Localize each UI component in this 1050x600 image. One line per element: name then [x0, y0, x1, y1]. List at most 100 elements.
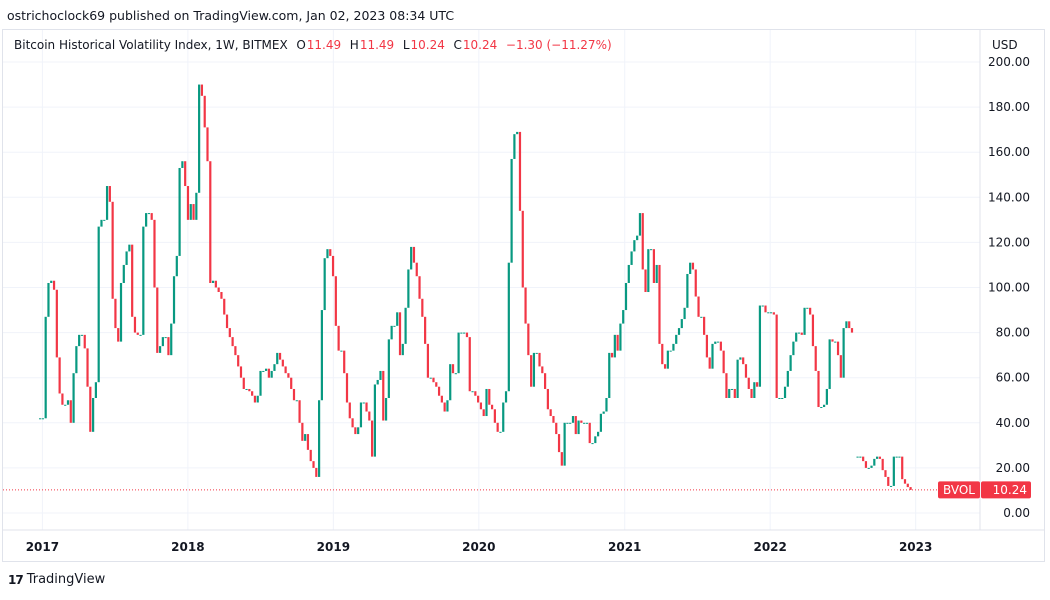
candle: [655, 264, 658, 283]
x-tick-label: 2021: [608, 540, 641, 554]
candle: [778, 397, 781, 399]
candle: [728, 388, 731, 398]
candle: [683, 307, 686, 320]
candle: [700, 316, 703, 318]
candle: [864, 461, 868, 468]
candle: [362, 402, 365, 404]
candle: [164, 337, 167, 339]
candle: [906, 483, 909, 488]
candle: [371, 420, 374, 457]
footer-logo-text: TradingView: [26, 572, 106, 587]
y-tick-label: 200.00: [988, 55, 1030, 69]
candle: [825, 388, 828, 405]
candle: [691, 262, 695, 270]
candle: [468, 337, 471, 392]
candle: [103, 219, 106, 221]
candle: [80, 334, 84, 336]
candle: [616, 334, 619, 351]
candle: [502, 402, 505, 432]
candle: [61, 393, 64, 405]
candle: [443, 402, 446, 412]
change-value: −1.30 (−11.27%): [505, 38, 612, 52]
candle: [78, 334, 81, 347]
candle: [435, 382, 438, 387]
candle: [689, 262, 692, 274]
candle: [619, 323, 622, 351]
candle: [591, 443, 594, 445]
candle: [482, 409, 485, 417]
candle: [574, 416, 577, 435]
candle: [613, 334, 616, 358]
candle: [47, 282, 50, 317]
candle: [323, 258, 326, 311]
candle: [192, 204, 195, 220]
candle: [792, 341, 795, 356]
candle: [753, 382, 756, 398]
candle: [775, 314, 778, 398]
candle: [172, 276, 176, 324]
candle: [479, 402, 483, 410]
candle: [474, 391, 477, 396]
candle: [878, 456, 881, 459]
candle: [675, 334, 678, 344]
close-value: 10.24: [462, 38, 498, 52]
y-tick-label: 120.00: [988, 235, 1030, 249]
x-tick-label: 2017: [26, 540, 59, 554]
candle: [588, 422, 591, 444]
candle: [58, 357, 61, 394]
candle: [170, 323, 173, 356]
candle: [198, 84, 201, 193]
candle: [543, 373, 547, 389]
x-tick-label: 2018: [171, 540, 204, 554]
candle: [820, 407, 823, 409]
candle: [41, 418, 44, 420]
candle: [772, 312, 775, 315]
tradingview-footer[interactable]: 17 TradingView: [8, 572, 105, 587]
candle: [398, 312, 402, 356]
candle: [446, 400, 449, 412]
candle: [836, 341, 840, 356]
candle: [887, 476, 890, 486]
price-tag: BVOL 10.24: [938, 481, 1031, 499]
candle: [432, 377, 435, 383]
candle: [365, 402, 368, 412]
candle: [351, 418, 354, 428]
candle: [270, 370, 273, 378]
candle: [72, 373, 75, 423]
grid: [3, 30, 1044, 531]
publisher-line: ostrichoclock69 published on TradingView…: [7, 8, 455, 23]
candle: [292, 388, 296, 401]
candle: [253, 395, 257, 403]
candle: [583, 422, 586, 424]
candle: [814, 346, 817, 371]
candle: [52, 280, 56, 290]
candle: [552, 416, 555, 423]
series-title: Bitcoin Historical Volatility Index, 1W,…: [14, 38, 288, 52]
candle: [463, 332, 466, 334]
candle: [672, 343, 675, 351]
candle: [622, 310, 625, 324]
candle: [733, 388, 736, 398]
candle: [661, 343, 664, 365]
candle: [521, 210, 524, 288]
candle: [781, 397, 784, 399]
candle: [281, 359, 284, 367]
candle: [789, 355, 792, 371]
candle: [64, 404, 67, 406]
candle: [75, 346, 78, 374]
candle: [331, 255, 335, 277]
candle: [287, 373, 290, 378]
y-tick-label: 0.00: [1003, 506, 1030, 520]
candle: [454, 373, 457, 375]
candle: [404, 307, 407, 344]
candle: [658, 264, 661, 344]
candle: [92, 397, 95, 432]
candle: [530, 355, 533, 387]
candle: [850, 328, 854, 333]
candle: [237, 355, 240, 367]
high-value: 11.49: [359, 38, 395, 52]
candle: [131, 244, 134, 317]
candle: [817, 370, 820, 408]
candle: [650, 249, 653, 251]
